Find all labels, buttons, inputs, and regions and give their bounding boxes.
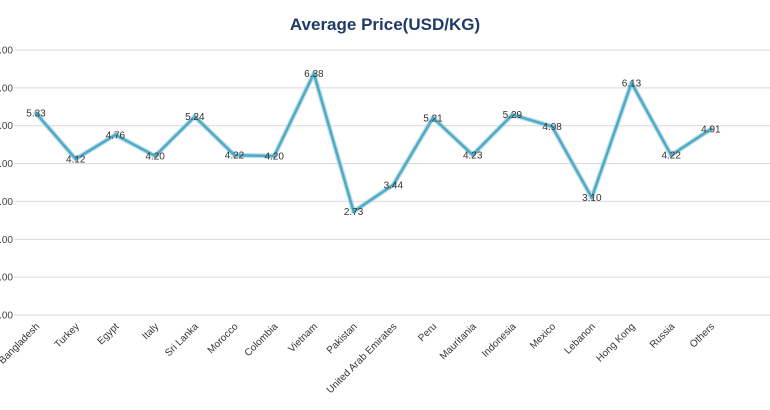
data-label: 5.33 [26,109,46,120]
x-tick-label: United Arab Emirates [325,321,400,396]
series-line [34,72,713,213]
x-axis-ticks: Bangladesh Turkey Egypt Italy Sri Lanka Moroc… [0,321,717,396]
data-label: 5.21 [423,113,443,124]
data-point [272,154,276,158]
y-tick-label: .00 [0,197,13,208]
x-tick-label: Mexico [528,321,558,351]
data-label: 4.98 [542,122,562,133]
x-tick-label: Bangladesh [0,321,42,366]
data-label: 4.91 [701,125,721,136]
y-tick-label: .00 [0,46,13,57]
x-tick-label: Turkey [53,321,82,350]
x-tick-label: Mauritania [438,321,479,362]
data-label: 6.13 [622,78,642,89]
x-tick-label: Others [688,321,717,350]
data-point [510,113,514,117]
data-labels: 5.33 4.12 4.76 4.20 5.24 4.22 4.20 6.38 2.73 3.44… [26,69,721,218]
data-point [630,81,633,85]
data-point [34,111,38,115]
x-tick-label: Italy [140,321,161,342]
data-point [391,183,395,187]
data-point [709,127,713,131]
data-point [233,153,236,157]
data-point [153,154,157,158]
data-point [550,124,554,128]
x-tick-label: Russia [648,321,678,351]
data-label: 2.73 [344,207,364,218]
data-label: 3.44 [384,180,404,191]
data-label: 4.20 [145,152,165,163]
x-tick-label: Pakistan [325,321,360,356]
data-label: 4.22 [225,151,245,162]
data-label: 5.24 [185,112,205,123]
data-label: 4.23 [463,150,483,161]
data-label: 3.10 [582,193,602,204]
data-label: 4.12 [66,155,86,166]
y-tick-label: .00 [0,121,13,132]
data-point [431,116,435,120]
x-tick-label: Vietnam [286,321,320,355]
data-point [471,153,475,157]
data-label: 6.38 [304,69,324,80]
data-point [312,71,316,75]
x-tick-label: Peru [416,321,439,344]
x-tick-label: Indonesia [480,321,519,360]
data-point [590,196,594,200]
chart-title: Average Price(USD/KG) [290,15,480,34]
y-tick-label: .00 [0,235,13,246]
x-tick-label: Hong Kong [594,321,637,364]
x-tick-label: Sri Lanka [163,321,201,359]
series-line-layer [33,71,714,215]
y-tick-label: .00 [0,273,13,284]
y-tick-label: .00 [0,83,13,94]
y-axis-ticks: .00 .00 .00 .00 .00 .00 .00 .00 [0,46,13,322]
data-point [352,210,356,214]
x-tick-label: Colombia [243,321,281,359]
data-label: 4.76 [106,130,126,141]
data-point [74,157,78,161]
y-tick-label: .00 [0,159,13,170]
data-point [669,153,673,157]
data-point [113,133,117,137]
data-label: 4.22 [661,151,681,162]
data-label: 4.20 [264,152,284,163]
x-tick-label: Egypt [96,321,122,347]
data-point [193,115,197,119]
y-tick-label: .00 [0,311,13,322]
data-label: 5.29 [503,110,523,121]
x-tick-label: Morocco [206,321,241,356]
x-tick-label: Lebanon [563,321,598,356]
gridlines [14,49,770,316]
